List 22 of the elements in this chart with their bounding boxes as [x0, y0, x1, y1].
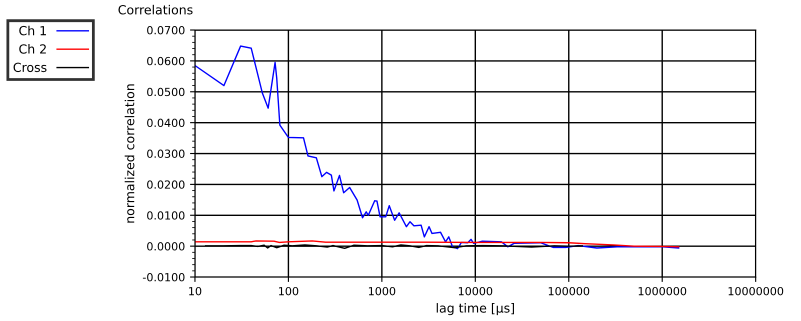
y-tick-label: 0.0700	[147, 26, 185, 34]
x-tick-label: 10000000	[728, 286, 784, 296]
x-tick-label: 10	[189, 286, 202, 296]
y-tick-label: 0.0200	[147, 180, 185, 189]
x-axis-title: lag time [µs]	[436, 303, 514, 316]
x-tick-label: 1000000	[638, 286, 686, 296]
x-tick-label: 100	[279, 286, 298, 296]
legend-label: Ch 1	[19, 26, 46, 36]
y-tick-label: 0.0400	[147, 118, 185, 128]
x-tick-label: 1000	[368, 286, 396, 296]
x-tick-label: 100000	[548, 286, 590, 296]
y-tick-label: -0.0100	[142, 273, 185, 282]
y-tick-label: 0.0600	[147, 56, 185, 66]
x-tick-label: 10000	[458, 286, 492, 296]
legend-label: Cross	[14, 62, 46, 72]
y-axis-title: normalized correlation	[124, 84, 134, 223]
y-tick-label: 0.0100	[147, 211, 185, 220]
y-tick-label: 0.0500	[147, 88, 185, 96]
legend-label: Ch 2	[19, 44, 46, 54]
y-tick-label: 0.0300	[147, 149, 185, 158]
y-tick-label: 0.0000	[147, 242, 185, 251]
chart-title: Correlations	[118, 4, 193, 14]
